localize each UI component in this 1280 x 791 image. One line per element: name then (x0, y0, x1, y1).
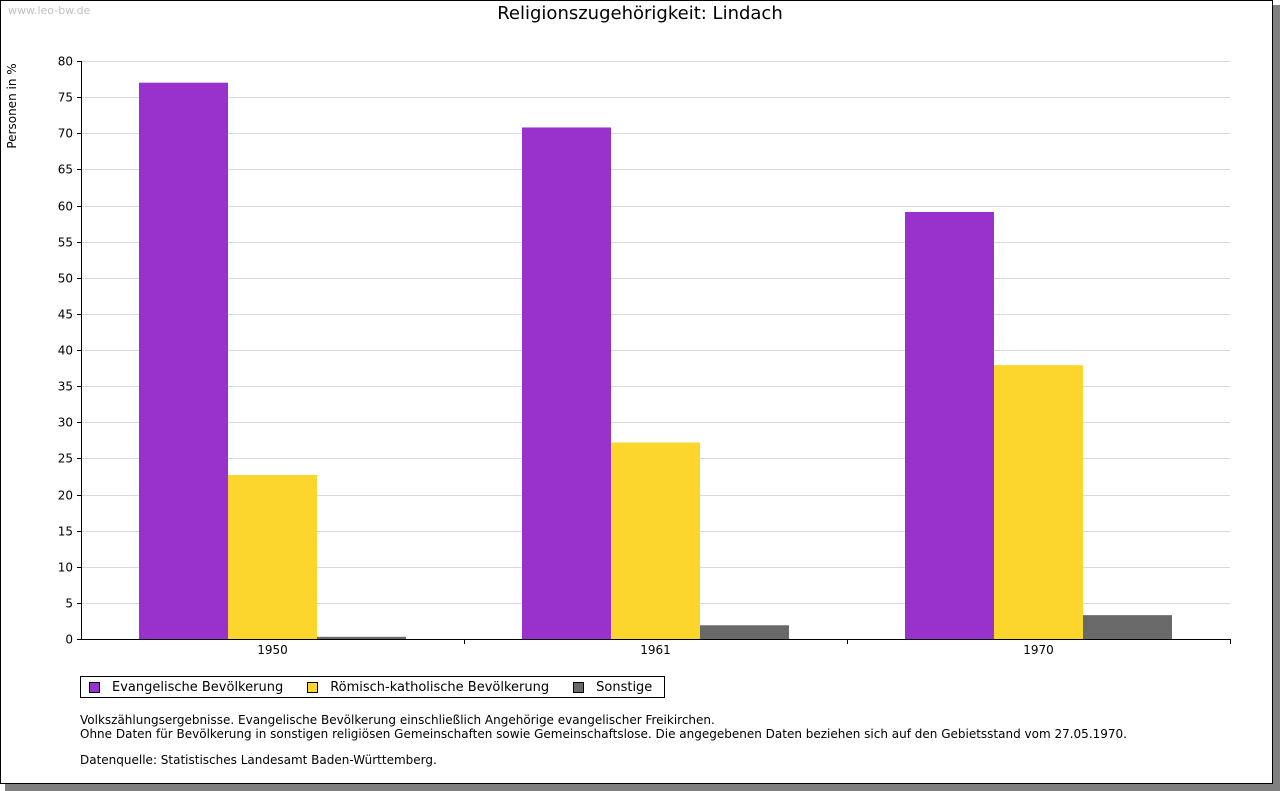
bar-1950-evangelisch (139, 82, 228, 640)
bar-1950-katholisch (228, 474, 317, 639)
y-tick-label: 75 (58, 91, 73, 105)
bar-1961-katholisch (611, 442, 700, 639)
bar-1970-evangelisch (905, 212, 994, 639)
y-tick-label: 5 (65, 597, 73, 611)
x-tick-label: 1961 (640, 643, 671, 657)
y-tick-label: 40 (58, 344, 73, 358)
legend-item: Römisch-katholische Bevölkerung (307, 680, 549, 695)
x-tick-label: 1950 (257, 643, 288, 657)
bar-1950-sonstige (317, 636, 406, 639)
bar-1961-evangelisch (522, 127, 611, 639)
legend-swatch (573, 681, 585, 693)
y-tick-label: 60 (58, 200, 73, 214)
y-tick-label: 65 (58, 163, 73, 177)
y-axis-label: Personen in % (5, 63, 19, 148)
y-tick-label: 50 (58, 272, 73, 286)
watermark-link[interactable]: www.leo-bw.de (8, 4, 91, 17)
y-tick-label: 25 (58, 452, 73, 466)
legend-item: Evangelische Bevölkerung (89, 680, 283, 695)
legend-swatch (89, 681, 100, 693)
frame-shadow-right (1273, 5, 1280, 791)
bar-1970-katholisch (994, 365, 1083, 639)
legend-label: Römisch-katholische Bevölkerung (330, 679, 550, 695)
legend-swatch (307, 681, 319, 693)
y-tick-label: 35 (58, 380, 73, 394)
note-line-2: Ohne Daten für Bevölkerung in sonstigen … (80, 727, 1127, 741)
bars (139, 82, 1172, 640)
y-tick-label: 10 (58, 561, 73, 575)
axes: 0 5 10 15 20 25 30 35 40 45 50 55 60 65 70 75 80 1950 1961… (58, 55, 1231, 657)
y-tick-label: 15 (58, 525, 73, 539)
legend: Evangelische Bevölkerung Römisch-katholis… (80, 676, 666, 698)
y-tick-label: 80 (58, 55, 73, 69)
chart-title: Religionszugehörigkeit: Lindach (497, 3, 783, 24)
bar-1961-sonstige (700, 625, 789, 639)
legend-item: Sonstige (573, 680, 652, 695)
data-source: Datenquelle: Statistisches Landesamt Bad… (80, 753, 437, 767)
y-tick-label: 20 (58, 489, 73, 503)
y-tick-label: 45 (58, 308, 73, 322)
y-tick-label: 0 (65, 633, 73, 647)
bar-1970-sonstige (1083, 615, 1172, 639)
legend-label: Sonstige (596, 679, 653, 695)
y-tick-label: 55 (58, 236, 73, 250)
y-tick-label: 30 (58, 416, 73, 430)
frame-shadow-bottom (5, 784, 1280, 791)
x-tick-label: 1970 (1023, 643, 1054, 657)
legend-label: Evangelische Bevölkerung (112, 679, 284, 695)
note-line-1: Volkszählungsergebnisse. Evangelische Be… (80, 713, 715, 727)
y-tick-label: 70 (58, 127, 73, 141)
